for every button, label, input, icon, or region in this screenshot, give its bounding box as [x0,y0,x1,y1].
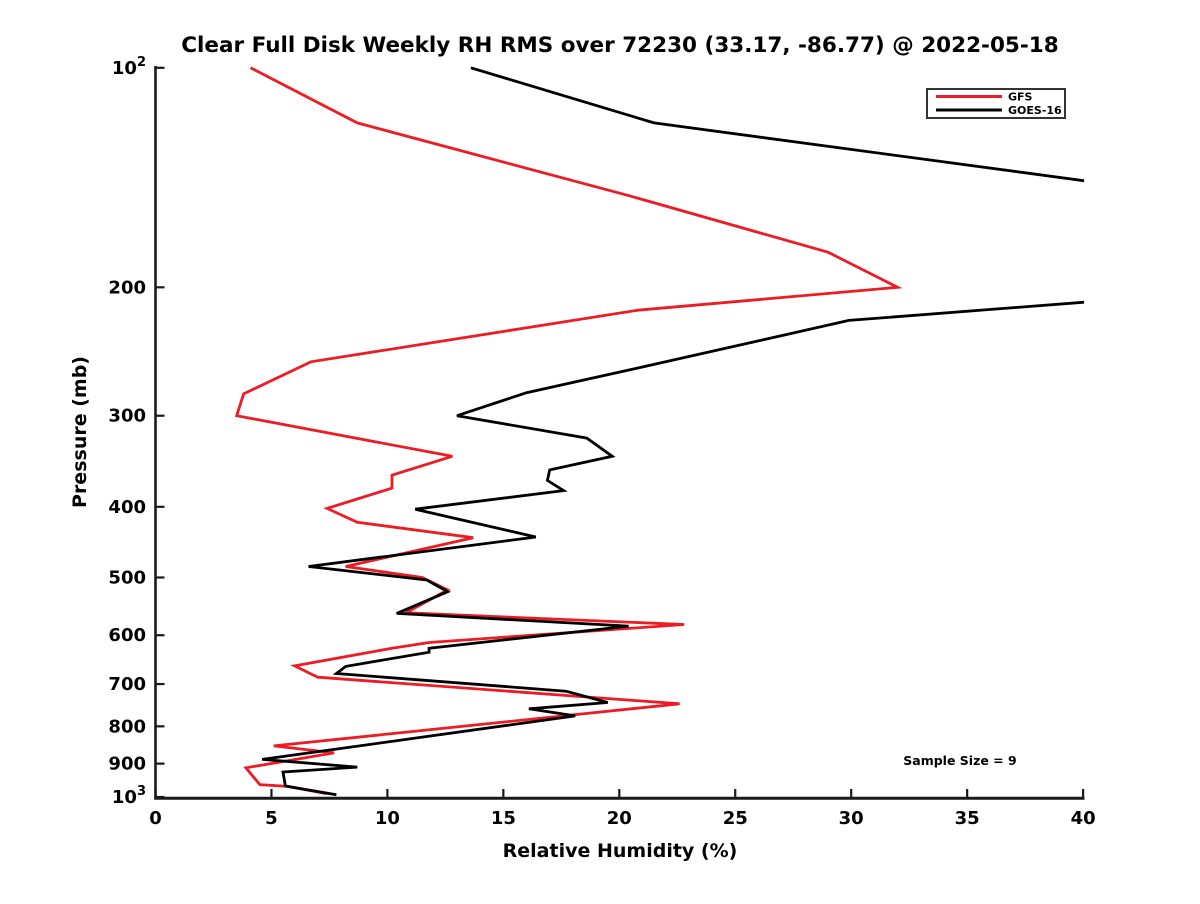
x-tick-label: 15 [491,808,516,829]
legend-label-goes16: GOES-16 [1008,104,1062,117]
y-tick-label: 900 [108,754,146,775]
y-tick-label: 800 [108,716,146,737]
x-axis-label: Relative Humidity (%) [503,840,738,862]
y-tick-label: 102 [112,55,146,79]
x-axis-ticks: 0 5 10 15 20 25 30 35 40 [149,789,1096,829]
x-tick-label: 35 [955,808,980,829]
y-tick-label: 700 [108,674,146,695]
series-line-goes-16 [262,66,1085,797]
data-series [234,66,1085,797]
axes [154,66,1085,800]
x-tick-label: 10 [375,808,400,829]
y-tick-label: 103 [112,784,146,808]
legend-label-gfs: GFS [1008,91,1033,104]
chart-title: Clear Full Disk Weekly RH RMS over 72230… [181,33,1058,58]
x-tick-label: 40 [1071,808,1096,829]
y-tick-label: 300 [108,406,146,427]
y-axis-label: Pressure (mb) [69,356,91,508]
x-tick-label: 25 [723,808,748,829]
x-tick-label: 30 [839,808,864,829]
x-tick-label: 20 [607,808,632,829]
legend: GFS GOES-16 [926,88,1066,119]
y-tick-label: 200 [108,277,146,298]
y-axis-ticks: 102 200 300 400 500 600 700 800 900 103 [108,55,165,808]
x-tick-label: 0 [149,808,162,829]
y-tick-label: 600 [108,625,146,646]
y-tick-label: 500 [108,567,146,588]
series-line-gfs [234,66,903,796]
legend-box [926,88,1066,119]
y-tick-label: 400 [108,497,146,518]
annotation-sample-size: Sample Size = 9 [903,753,1016,768]
x-tick-label: 5 [265,808,278,829]
